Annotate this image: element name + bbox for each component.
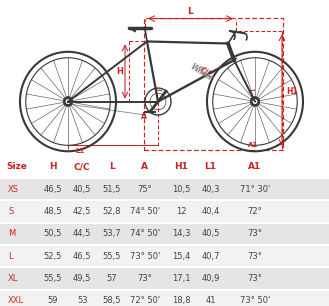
Text: A1: A1 xyxy=(248,142,258,148)
Text: 73°: 73° xyxy=(247,229,263,238)
Text: 74° 50': 74° 50' xyxy=(130,229,160,238)
Text: 46,5: 46,5 xyxy=(73,252,91,261)
Text: L1: L1 xyxy=(75,148,85,154)
Bar xyxy=(0,268,329,289)
Text: S: S xyxy=(8,207,13,216)
Text: 17,1: 17,1 xyxy=(172,274,190,283)
Text: 73°: 73° xyxy=(137,274,152,283)
Text: 58,5: 58,5 xyxy=(103,296,121,305)
Bar xyxy=(0,290,329,306)
Text: 14,3: 14,3 xyxy=(172,229,190,238)
Text: XXL: XXL xyxy=(8,296,24,305)
Text: 57: 57 xyxy=(107,274,117,283)
Text: 40,3: 40,3 xyxy=(201,185,220,194)
Text: 75°: 75° xyxy=(138,185,152,194)
Text: 40,9: 40,9 xyxy=(201,274,220,283)
Text: 72° 50': 72° 50' xyxy=(130,296,160,305)
Text: 40,5: 40,5 xyxy=(201,229,220,238)
Text: C/C: C/C xyxy=(74,162,90,171)
Text: H: H xyxy=(116,67,123,76)
Bar xyxy=(0,201,329,222)
Text: 74° 50': 74° 50' xyxy=(130,207,160,216)
Text: 40,5: 40,5 xyxy=(73,185,91,194)
Text: 53: 53 xyxy=(77,296,88,305)
Text: H1: H1 xyxy=(174,162,188,171)
Text: H1: H1 xyxy=(286,87,298,96)
Text: L1: L1 xyxy=(205,162,216,171)
Text: 73° 50': 73° 50' xyxy=(130,252,160,261)
Bar xyxy=(0,246,329,267)
Circle shape xyxy=(250,97,260,106)
Text: 44,5: 44,5 xyxy=(73,229,91,238)
Text: H: H xyxy=(49,162,57,171)
Text: 51,5: 51,5 xyxy=(103,185,121,194)
Text: 72°: 72° xyxy=(248,207,262,216)
Circle shape xyxy=(65,99,70,104)
Text: 71° 30': 71° 30' xyxy=(240,185,270,194)
Text: 15,4: 15,4 xyxy=(172,252,190,261)
Text: M: M xyxy=(8,229,15,238)
Text: 73°: 73° xyxy=(247,252,263,261)
Text: 49,5: 49,5 xyxy=(73,274,91,283)
Bar xyxy=(0,179,329,200)
Text: 42,5: 42,5 xyxy=(73,207,91,216)
Text: 41: 41 xyxy=(205,296,216,305)
Text: 12: 12 xyxy=(176,207,186,216)
Text: 53,7: 53,7 xyxy=(103,229,121,238)
Bar xyxy=(0,223,329,244)
Text: XL: XL xyxy=(8,274,19,283)
Text: 59: 59 xyxy=(47,296,58,305)
Text: 50,5: 50,5 xyxy=(43,229,62,238)
Text: A: A xyxy=(141,112,147,121)
Text: C/C: C/C xyxy=(198,65,214,80)
Text: L: L xyxy=(109,162,115,171)
Text: 48,5: 48,5 xyxy=(43,207,62,216)
Text: L: L xyxy=(8,252,13,261)
Circle shape xyxy=(253,99,257,104)
Circle shape xyxy=(63,97,73,106)
Text: L: L xyxy=(188,6,193,16)
Text: Size: Size xyxy=(7,162,27,171)
Text: 73° 50': 73° 50' xyxy=(240,296,270,305)
Text: 40,4: 40,4 xyxy=(201,207,220,216)
Text: 55,5: 55,5 xyxy=(103,252,121,261)
Text: 52,5: 52,5 xyxy=(43,252,62,261)
Text: 73°: 73° xyxy=(247,274,263,283)
Text: Wilier: Wilier xyxy=(188,62,214,83)
Text: A: A xyxy=(141,162,148,171)
Text: 40,7: 40,7 xyxy=(201,252,220,261)
Text: 10,5: 10,5 xyxy=(172,185,190,194)
Text: 18,8: 18,8 xyxy=(172,296,190,305)
Text: 46,5: 46,5 xyxy=(43,185,62,194)
Text: 52,8: 52,8 xyxy=(103,207,121,216)
Text: A1: A1 xyxy=(248,162,262,171)
Text: XS: XS xyxy=(8,185,19,194)
Text: 55,5: 55,5 xyxy=(43,274,62,283)
